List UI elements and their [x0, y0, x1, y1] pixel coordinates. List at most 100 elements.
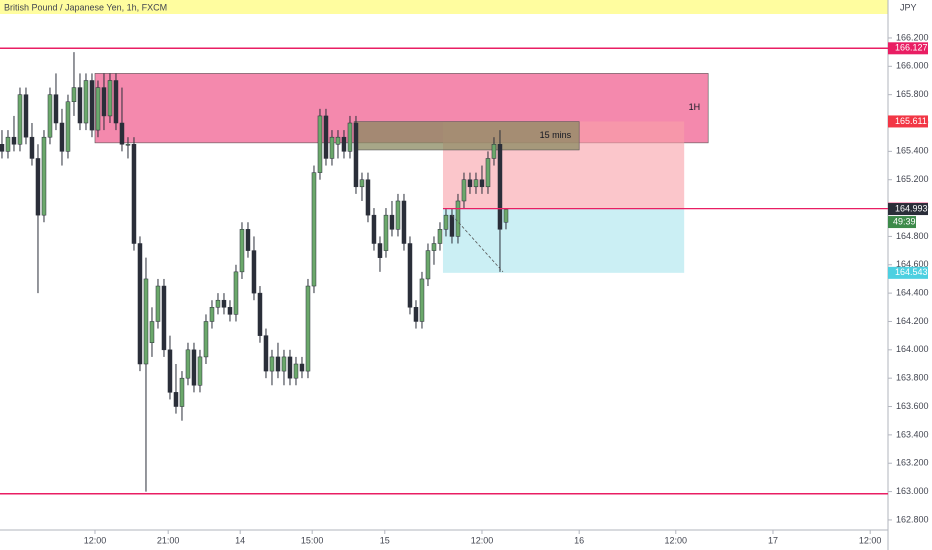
- candle-body: [335, 136, 341, 145]
- candle-body: [305, 285, 311, 372]
- candle-body: [473, 179, 479, 188]
- price-tag: [888, 203, 928, 216]
- candle-body: [413, 307, 419, 322]
- candle-body: [383, 214, 389, 251]
- candle-body: [287, 356, 293, 379]
- candle-body: [89, 80, 95, 131]
- candle-body: [137, 243, 143, 365]
- candle-body: [401, 200, 407, 244]
- candle-body: [455, 200, 461, 237]
- candle-body: [209, 307, 215, 322]
- countdown-tag: [888, 216, 916, 229]
- candle-body: [389, 214, 395, 230]
- candle-body: [113, 80, 119, 124]
- candle-body: [203, 321, 209, 358]
- candle-body: [275, 356, 281, 372]
- x-tick-label: 16: [574, 535, 584, 545]
- candle-body: [317, 115, 323, 173]
- candle-body: [365, 179, 371, 216]
- price-tag-label: 165.611: [895, 116, 927, 126]
- y-tick-label: 166.000: [896, 61, 929, 71]
- candle-body: [353, 122, 359, 188]
- y-tick-label: 163.600: [896, 401, 929, 411]
- y-tick-label: 164.400: [896, 287, 929, 297]
- candle-body: [239, 229, 245, 273]
- candle-body: [0, 144, 5, 152]
- candle-body: [329, 136, 335, 159]
- x-tick-label: 15:00: [301, 535, 324, 545]
- candle-body: [47, 94, 53, 138]
- candle-body: [227, 307, 233, 315]
- y-tick-label: 164.000: [896, 344, 929, 354]
- candle-body: [35, 158, 41, 216]
- candle-body: [467, 179, 473, 188]
- candle-body: [173, 392, 179, 407]
- candle-body: [323, 115, 329, 159]
- y-tick-label: 163.800: [896, 373, 929, 383]
- candle-body: [485, 158, 491, 188]
- candle-body: [41, 136, 47, 216]
- candle-body: [197, 356, 203, 386]
- zone: [353, 121, 580, 151]
- candle-body: [5, 136, 11, 152]
- candle-body: [185, 349, 191, 379]
- candle-body: [155, 285, 161, 322]
- candle-body: [17, 94, 23, 145]
- candle-body: [125, 144, 131, 146]
- candle-body: [479, 179, 485, 188]
- candle-body: [407, 243, 413, 308]
- candle-body: [419, 278, 425, 322]
- dashed-line: [451, 214, 504, 273]
- price-tag-label: 166.127: [895, 43, 928, 53]
- candle-body: [347, 122, 353, 152]
- candle-body: [95, 87, 101, 131]
- y-tick-label: 165.400: [896, 146, 929, 156]
- x-tick-label: 15: [380, 535, 390, 545]
- candle-body: [449, 214, 455, 237]
- candle-body: [425, 250, 431, 280]
- candle-body: [65, 101, 71, 152]
- candle-body: [143, 278, 149, 365]
- x-tick-label: 12:00: [665, 535, 688, 545]
- candle-body: [23, 94, 29, 138]
- candle-body: [377, 243, 383, 258]
- currency-label: JPY: [900, 2, 917, 12]
- candle-body: [497, 144, 503, 230]
- candle-body: [431, 243, 437, 251]
- candle-body: [443, 214, 449, 230]
- candle-body: [77, 87, 83, 124]
- candle-body: [299, 363, 305, 372]
- candle-body: [59, 122, 65, 152]
- y-tick-label: 165.200: [896, 174, 929, 184]
- candle-body: [101, 87, 107, 117]
- price-tag-label: 164.543: [895, 267, 928, 277]
- y-tick-label: 166.200: [896, 32, 929, 42]
- candle-body: [119, 122, 125, 145]
- x-tick-label: 12:00: [859, 535, 882, 545]
- candle-body: [83, 80, 89, 124]
- zone: [442, 208, 685, 273]
- x-tick-label: 17: [768, 535, 778, 545]
- candle-body: [221, 299, 227, 308]
- candle-body: [179, 377, 185, 407]
- candle-body: [341, 136, 347, 152]
- y-tick-label: 165.800: [896, 89, 929, 99]
- header-bar: [0, 0, 888, 14]
- candle-body: [257, 292, 263, 336]
- candle-body: [191, 349, 197, 386]
- y-tick-label: 163.200: [896, 458, 929, 468]
- chart-title: British Pound / Japanese Yen, 1h, FXCM: [4, 2, 167, 12]
- candle-body: [311, 172, 317, 287]
- price-tag: [888, 115, 928, 128]
- candle-body: [29, 136, 35, 159]
- candle-body: [245, 229, 251, 251]
- candle-body: [461, 179, 467, 202]
- candle-body: [233, 271, 239, 315]
- candle-body: [71, 87, 77, 102]
- candle-body: [503, 209, 509, 223]
- y-tick-label: 163.000: [896, 486, 929, 496]
- x-tick-label: 21:00: [157, 535, 180, 545]
- candle-body: [371, 214, 377, 244]
- candle-body: [107, 80, 113, 117]
